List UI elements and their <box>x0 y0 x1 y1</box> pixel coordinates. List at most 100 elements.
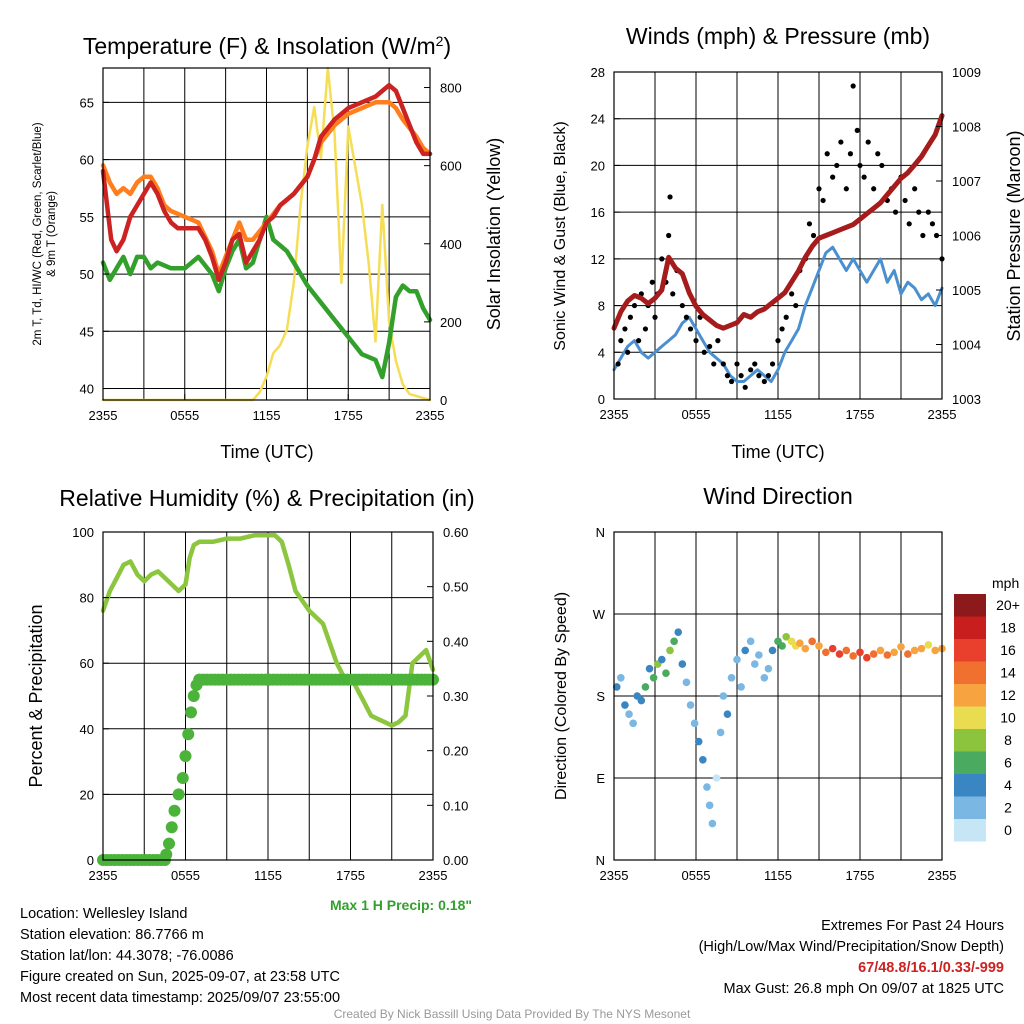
winds-ticks: 2355 0555 1155 1755 235504812162024281003100… <box>591 65 981 422</box>
x-tick-label: 2355 <box>89 408 118 423</box>
gust-point <box>622 326 628 332</box>
y-right-tick-label: 1003 <box>952 392 981 407</box>
gust-point <box>627 314 634 320</box>
temperature-xlabel: Time (UTC) <box>220 442 313 462</box>
wind-direction-point <box>666 646 674 655</box>
y-right-tick-label: 1008 <box>952 120 981 135</box>
y-tick-label: 40 <box>80 722 94 737</box>
y-tick-label: 0 <box>598 392 605 407</box>
wind-direction-point <box>828 644 837 653</box>
gust-point <box>715 338 721 344</box>
y-tick-label: 60 <box>80 153 94 168</box>
extremes-subtitle: (High/Low/Max Wind/Precipitation/Snow De… <box>698 939 1004 955</box>
station-elevation: Station elevation: 86.7766 m <box>20 927 204 943</box>
y-tick-label: 80 <box>80 591 94 606</box>
precipitation-point <box>185 706 197 719</box>
gust-point <box>793 302 799 309</box>
legend-color-box <box>954 774 986 797</box>
gust-point <box>765 373 772 379</box>
gust-point <box>850 83 856 89</box>
humidity-title: Relative Humidity (%) & Precipitation (i… <box>59 485 474 511</box>
temperature-ylabel-line1: 2m T, Td, HI/WC (Red, Green, Scarlet/Blu… <box>32 122 44 345</box>
temperature-line <box>100 82 433 283</box>
x-tick-label: 0555 <box>682 868 711 883</box>
speed-legend-title: mph <box>992 575 1019 591</box>
wind-direction-point <box>712 774 721 782</box>
wind-direction-grid <box>614 532 942 860</box>
y-right-tick-label: 0.00 <box>443 853 468 868</box>
gust-point <box>728 378 735 385</box>
winds-panel: Winds (mph) & Pressure (mb) 2355 0555 1155… <box>552 23 1024 462</box>
y-tick-label: 20 <box>80 787 94 802</box>
wind-direction-point <box>641 683 650 691</box>
wind-direction-point <box>782 632 790 641</box>
wind-direction-point <box>890 648 898 657</box>
gust-point <box>670 291 676 297</box>
speed-color-legend: 20+ 18 16 14 12 10 8 6 4 2 0 <box>954 594 1020 842</box>
sonic-wind-line <box>612 245 944 383</box>
wind-direction-point <box>674 628 683 637</box>
pressure-line <box>611 113 945 331</box>
wind-direction-point <box>612 683 621 691</box>
wind-direction-point <box>835 650 844 658</box>
y-tick-label: 28 <box>591 65 605 80</box>
gust-point <box>734 361 740 367</box>
wind-direction-point <box>869 650 878 658</box>
wind-direction-points <box>612 628 946 828</box>
gust-point <box>748 367 754 373</box>
x-tick-label: 1755 <box>336 868 365 883</box>
gust-point <box>834 162 840 169</box>
wind-direction-point <box>625 710 633 719</box>
y-right-tick-label: 200 <box>440 315 462 330</box>
temperature-series <box>100 66 433 402</box>
gust-point <box>871 186 877 192</box>
x-tick-label: 0555 <box>171 868 200 883</box>
legend-label: 10 <box>1000 710 1016 726</box>
temperature-ylabel-line2: & 9m T (Orange) <box>46 191 58 277</box>
humidity-series <box>97 533 439 866</box>
gust-point <box>642 326 649 332</box>
insolation-ylabel: Solar Insolation (Yellow) <box>484 138 504 330</box>
gust-point <box>875 151 881 157</box>
winds-grid <box>614 72 942 399</box>
legend-color-box <box>954 729 986 752</box>
gust-point <box>861 174 867 180</box>
gust-point <box>752 361 758 367</box>
y-right-tick-label: 1007 <box>952 174 981 189</box>
wind-direction-point <box>670 637 678 646</box>
y-tick-label: 45 <box>80 324 94 339</box>
gust-point <box>879 162 885 169</box>
x-tick-label: 2355 <box>416 408 445 423</box>
y-tick-label: 8 <box>598 299 605 314</box>
wind-direction-point <box>917 644 926 653</box>
wind-direction-point <box>778 642 786 650</box>
y-tick-label: 50 <box>80 267 94 282</box>
y-tick-label: 65 <box>80 95 94 110</box>
wind-direction-point <box>727 673 736 682</box>
legend-label: 18 <box>1000 620 1016 636</box>
wind-direction-point <box>856 648 864 657</box>
gust-point <box>625 349 631 355</box>
gust-point <box>929 221 936 227</box>
wind-direction-point <box>678 660 687 668</box>
y-right-tick-label: 0.30 <box>443 689 468 704</box>
wind-direction-point <box>716 728 725 737</box>
precipitation-point <box>176 772 189 784</box>
pressure-ylabel: Station Pressure (Maroon) <box>1004 130 1024 341</box>
wind-direction-point <box>910 646 919 655</box>
legend-color-box <box>954 819 986 842</box>
precipitation-point <box>163 837 175 850</box>
wind-direction-point <box>849 652 857 660</box>
insolation-line <box>101 66 432 402</box>
wind-direction-point <box>645 664 654 673</box>
y-right-tick-label: 0.60 <box>443 525 468 540</box>
y-tick-label: 0 <box>87 853 94 868</box>
gust-point <box>666 232 672 239</box>
gust-point <box>636 338 642 344</box>
gust-point <box>838 139 844 145</box>
gust-point <box>830 174 836 180</box>
gust-point <box>789 291 795 297</box>
precipitation-point <box>165 821 178 834</box>
x-tick-label: 1755 <box>334 408 363 423</box>
precipitation-point <box>168 804 181 817</box>
